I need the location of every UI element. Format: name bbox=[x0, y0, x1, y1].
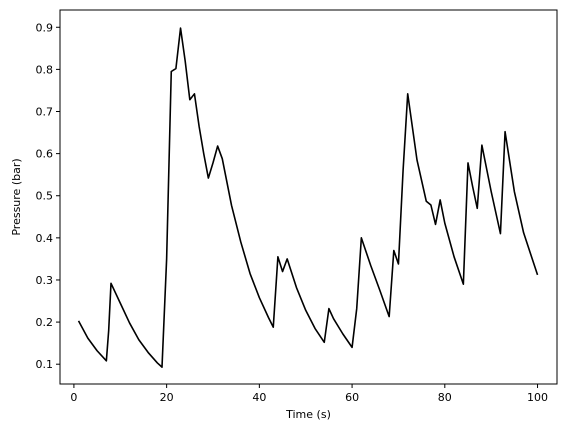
y-tick-label: 0.8 bbox=[36, 63, 54, 76]
x-tick-label: 100 bbox=[527, 391, 548, 404]
x-tick-label: 40 bbox=[252, 391, 266, 404]
y-tick-label: 0.4 bbox=[36, 232, 54, 245]
x-tick-label: 80 bbox=[438, 391, 452, 404]
x-tick-label: 20 bbox=[160, 391, 174, 404]
y-tick-label: 0.9 bbox=[36, 21, 54, 34]
plot-frame bbox=[59, 9, 558, 385]
x-axis: 0 20 40 60 80 100 bbox=[70, 384, 548, 404]
series-line-0 bbox=[77, 27, 539, 368]
y-axis: 0.1 0.2 0.3 0.4 0.5 0.6 0.7 0.8 0.9 bbox=[36, 21, 60, 371]
y-tick-label: 0.5 bbox=[36, 190, 54, 203]
y-tick-label: 0.6 bbox=[36, 148, 54, 161]
y-tick-label: 0.1 bbox=[36, 358, 54, 371]
y-tick-label: 0.3 bbox=[36, 274, 54, 287]
plot-background bbox=[60, 10, 557, 384]
x-axis-label: Time (s) bbox=[285, 408, 331, 421]
x-tick-label: 0 bbox=[70, 391, 77, 404]
x-tick-label: 60 bbox=[345, 391, 359, 404]
y-tick-label: 0.2 bbox=[36, 316, 54, 329]
y-tick-label: 0.7 bbox=[36, 106, 54, 119]
series-layer bbox=[77, 27, 539, 368]
y-axis-label: Pressure (bar) bbox=[10, 158, 23, 235]
